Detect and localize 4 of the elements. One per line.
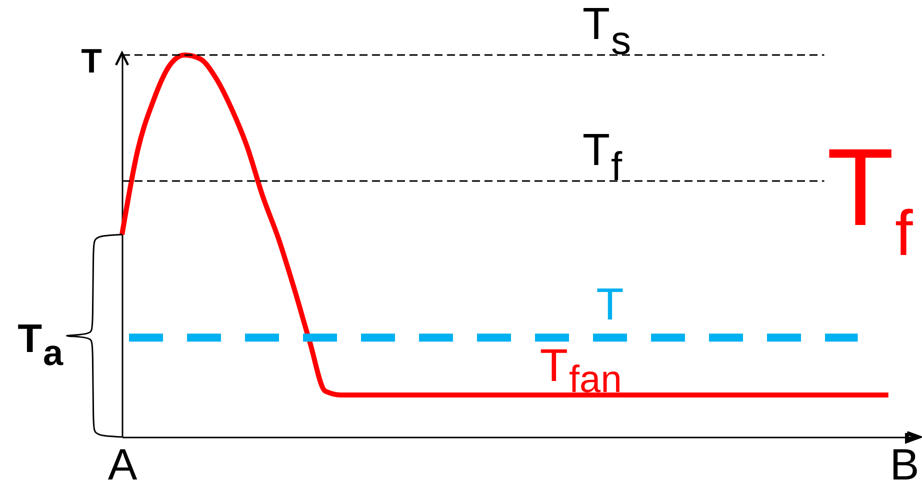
x-tick-label: A bbox=[108, 440, 138, 483]
ref-line-label: T bbox=[596, 278, 624, 330]
x-tick-label: B bbox=[890, 440, 920, 483]
y-axis-title: T bbox=[81, 42, 102, 80]
